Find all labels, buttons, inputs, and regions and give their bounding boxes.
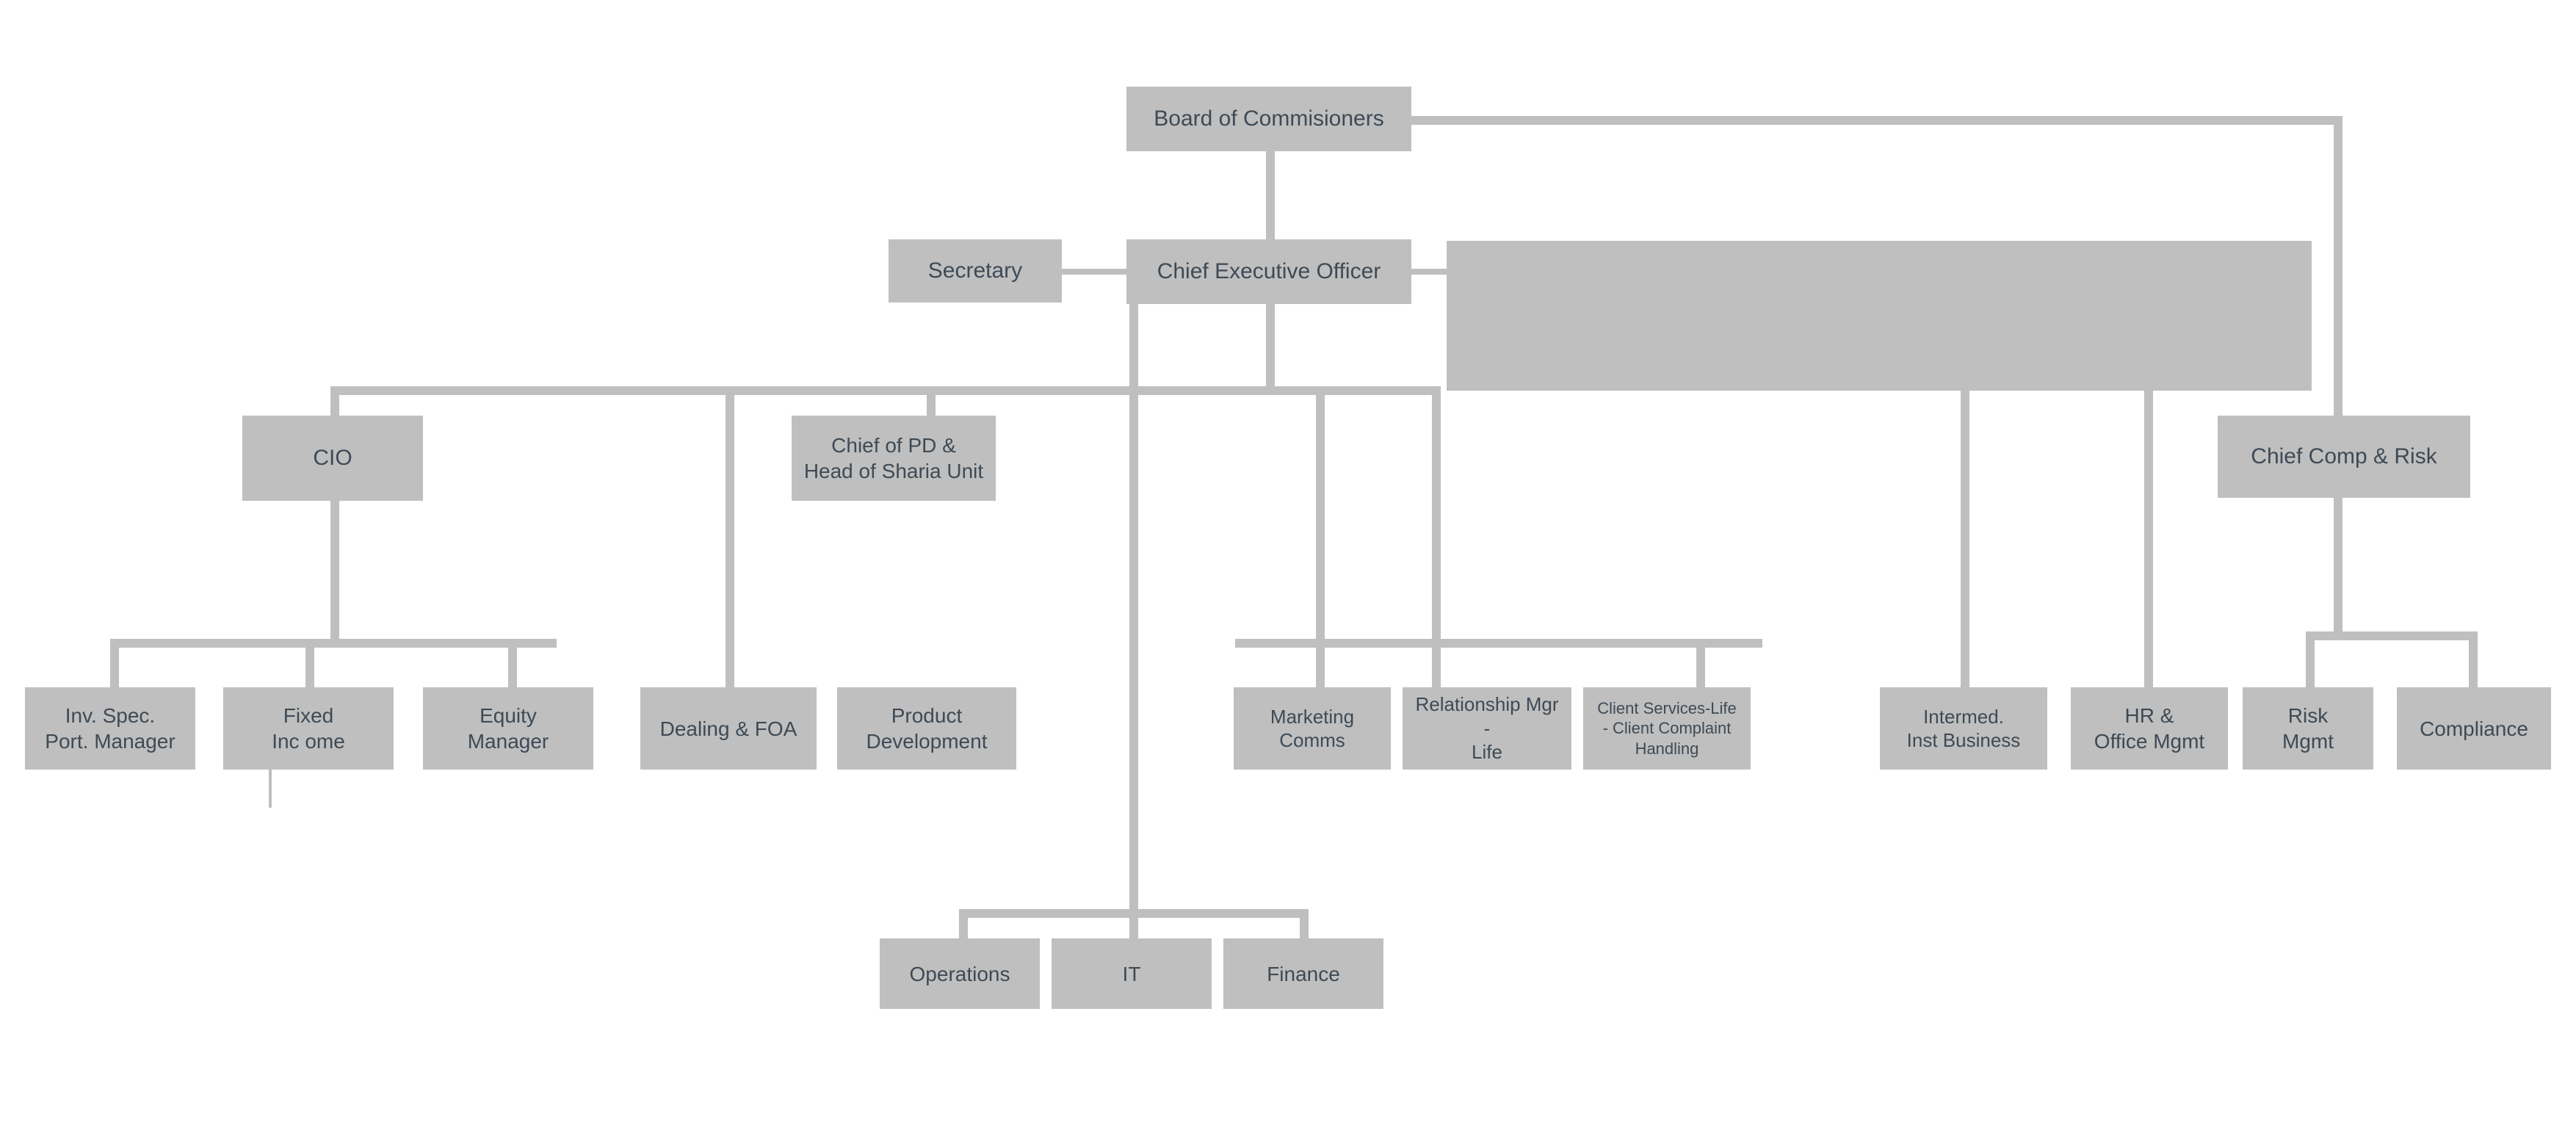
- connector-1: [1062, 269, 1126, 275]
- connector-3: [1266, 304, 1275, 395]
- node-compliance-label: Compliance: [2420, 716, 2528, 742]
- node-operations: Operations: [880, 938, 1040, 1009]
- node-it-label: IT: [1123, 961, 1141, 987]
- org-chart-canvas: Board of Commisioners Secretary Chief Ex…: [0, 0, 2576, 1122]
- node-product-dev: ProductDevelopment: [837, 687, 1016, 770]
- connector-8: [1316, 386, 1325, 696]
- node-risk-mgmt-label: RiskMgmt: [2282, 703, 2334, 754]
- node-dealing: Dealing & FOA: [640, 687, 817, 770]
- node-client-services: Client Services-Life- Client ComplaintHa…: [1583, 687, 1751, 770]
- node-compliance: Compliance: [2397, 687, 2551, 770]
- node-ceo-label: Chief Executive Officer: [1157, 258, 1381, 286]
- node-comp-risk: Chief Comp & Risk: [2218, 416, 2470, 498]
- node-intermed-label: Intermed.Inst Business: [1907, 705, 2021, 753]
- connector-22: [2334, 498, 2342, 640]
- node-finance: Finance: [1223, 938, 1383, 1009]
- connector-23: [2306, 631, 2478, 640]
- node-bigblock: [1447, 241, 2312, 391]
- node-relationship-label: Relationship Mgr -Life: [1410, 692, 1564, 764]
- connector-19: [2144, 386, 2153, 696]
- node-cio: CIO: [242, 416, 423, 501]
- connector-20: [1411, 116, 2342, 125]
- node-client-services-label: Client Services-Life- Client ComplaintHa…: [1597, 698, 1737, 759]
- node-ceo: Chief Executive Officer: [1126, 239, 1411, 304]
- connector-25: [2469, 631, 2478, 696]
- node-intermed: Intermed.Inst Business: [1880, 687, 2047, 770]
- connector-21: [2334, 116, 2342, 424]
- node-fixed-income: FixedInc ome: [223, 687, 394, 770]
- connector-24: [2306, 631, 2315, 696]
- connector-6: [726, 386, 734, 696]
- node-risk-mgmt: RiskMgmt: [2243, 687, 2373, 770]
- connector-9: [1432, 386, 1441, 687]
- node-operations-label: Operations: [910, 961, 1010, 987]
- connector-10: [1129, 304, 1138, 974]
- node-hr: HR &Office Mgmt: [2071, 687, 2228, 770]
- node-dealing-label: Dealing & FOA: [660, 716, 797, 742]
- node-cio-label: CIO: [313, 444, 352, 472]
- node-marketing-label: MarketingComms: [1270, 705, 1354, 753]
- node-pd: Chief of PD &Head of Sharia Unit: [792, 416, 996, 501]
- node-hr-label: HR &Office Mgmt: [2094, 703, 2204, 754]
- connector-11: [330, 501, 339, 648]
- node-inv-spec: Inv. Spec.Port. Manager: [25, 687, 195, 770]
- node-board: Board of Commisioners: [1126, 87, 1411, 151]
- connector-30: [269, 770, 272, 808]
- node-pd-label: Chief of PD &Head of Sharia Unit: [804, 432, 983, 484]
- node-finance-label: Finance: [1267, 961, 1340, 987]
- connector-16: [1235, 639, 1762, 648]
- node-marketing: MarketingComms: [1234, 687, 1391, 770]
- node-board-label: Board of Commisioners: [1154, 105, 1383, 133]
- node-fixed-income-label: FixedInc ome: [272, 703, 345, 754]
- node-inv-spec-label: Inv. Spec.Port. Manager: [45, 703, 175, 754]
- node-product-dev-label: ProductDevelopment: [866, 703, 988, 754]
- connector-0: [1266, 151, 1275, 239]
- node-relationship: Relationship Mgr -Life: [1403, 687, 1571, 770]
- node-comp-risk-label: Chief Comp & Risk: [2251, 443, 2436, 471]
- node-it: IT: [1052, 938, 1212, 1009]
- node-equity-mgr-label: EquityManager: [468, 703, 549, 754]
- node-equity-mgr: EquityManager: [423, 687, 593, 770]
- node-secretary: Secretary: [889, 239, 1062, 303]
- node-secretary-label: Secretary: [928, 257, 1022, 285]
- connector-18: [1961, 386, 1969, 696]
